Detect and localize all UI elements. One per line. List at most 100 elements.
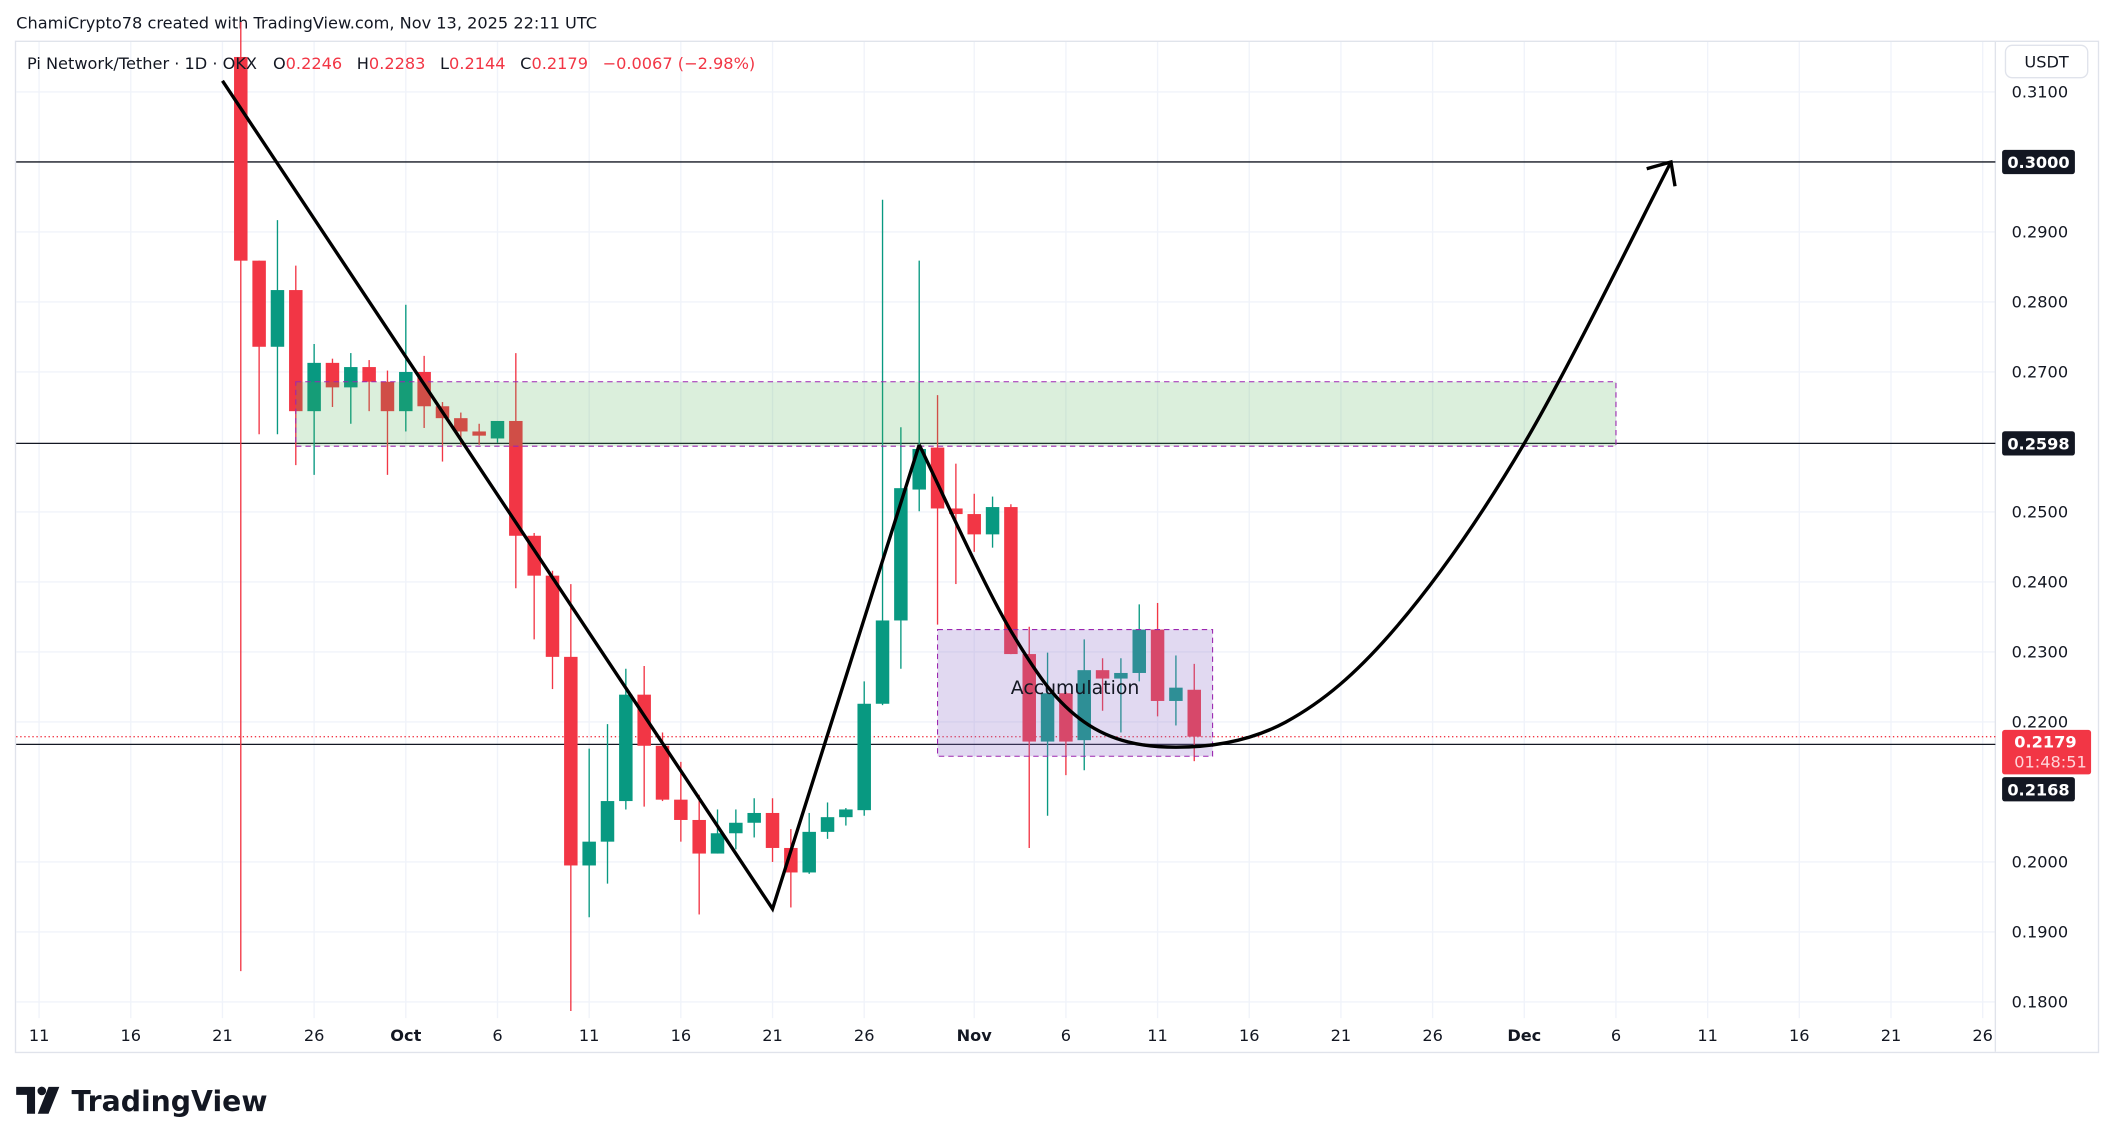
candle-body xyxy=(985,507,1000,535)
time-tick-label: 21 xyxy=(1331,1026,1352,1045)
low-label: L xyxy=(440,54,449,73)
price-tick-label: 0.2800 xyxy=(2012,292,2069,311)
price-tick-label: 0.2200 xyxy=(2012,712,2069,731)
candle-body xyxy=(545,575,560,657)
time-tick-label: 21 xyxy=(762,1026,783,1045)
time-tick-label: 6 xyxy=(1611,1026,1621,1045)
arrow-head-icon xyxy=(1646,159,1677,187)
candle-body xyxy=(839,809,853,818)
projection-curve xyxy=(917,161,1673,749)
time-tick-label: 16 xyxy=(1239,1026,1260,1045)
candle-body xyxy=(454,418,468,432)
candle-body xyxy=(564,656,578,866)
candle-body xyxy=(600,801,615,842)
currency-button[interactable]: USDT xyxy=(2004,44,2089,79)
price-tick-label: 0.3100 xyxy=(2012,82,2069,101)
candle-body xyxy=(692,819,706,854)
candle-body xyxy=(582,841,596,866)
time-tick-label: 21 xyxy=(212,1026,233,1045)
candle-body xyxy=(655,745,670,800)
candle-body xyxy=(875,620,890,704)
logo-text: TradingView xyxy=(71,1085,267,1118)
close-value: 0.2179 xyxy=(531,54,588,73)
time-tick-label: 26 xyxy=(854,1026,875,1045)
price-tick-label: 0.2000 xyxy=(2012,852,2069,871)
drawings xyxy=(221,79,1677,913)
candle-body xyxy=(289,290,303,412)
candle-body xyxy=(490,420,505,439)
time-tick-label: Dec xyxy=(1507,1026,1541,1045)
close-label: C xyxy=(520,54,531,73)
price-tick-label: 0.1800 xyxy=(2012,992,2069,1011)
candle-body xyxy=(637,694,651,746)
symbol-title: Pi Network/Tether · 1D · OKX xyxy=(27,54,257,73)
candle-body xyxy=(802,831,816,873)
time-tick-label: 16 xyxy=(671,1026,692,1045)
candle-body xyxy=(1169,687,1183,701)
time-tick-label: 16 xyxy=(120,1026,141,1045)
candle-body xyxy=(307,362,321,412)
zones xyxy=(295,381,1617,757)
price-tick-label: 0.2300 xyxy=(2012,642,2069,661)
price-level-label: 0.2598 xyxy=(2007,434,2069,453)
candle-body xyxy=(1150,629,1165,701)
time-tick-label: 11 xyxy=(29,1026,50,1045)
candle-body xyxy=(619,694,633,802)
price-axis[interactable]: 0.3100 0.2900 0.2800 0.2700 0.2500 0.2400 0.23… xyxy=(2002,82,2092,1011)
open-value: 0.2246 xyxy=(286,54,343,73)
accumulation-box xyxy=(937,629,1214,757)
candle-body xyxy=(509,420,523,536)
price-tick-label: 0.2900 xyxy=(2012,222,2069,241)
price-tick-label: 0.2500 xyxy=(2012,502,2069,521)
candle-body xyxy=(674,799,688,820)
price-tick-label: 0.2400 xyxy=(2012,572,2069,591)
price-level-badge xyxy=(2002,431,2075,456)
high-label: H xyxy=(357,54,369,73)
candle-body xyxy=(1187,689,1201,737)
time-tick-label: 6 xyxy=(1061,1026,1071,1045)
price-level-badge xyxy=(2002,777,2075,802)
accumulation-label: Accumulation xyxy=(1011,677,1140,699)
high-value: 0.2283 xyxy=(369,54,426,73)
candle-body xyxy=(234,56,248,261)
time-tick-label: 26 xyxy=(1972,1026,1993,1045)
time-tick-label: 6 xyxy=(492,1026,502,1045)
time-tick-label: 11 xyxy=(1697,1026,1718,1045)
candle-body xyxy=(710,833,725,854)
candle-body xyxy=(472,431,486,436)
grid xyxy=(16,41,1997,1052)
candle-body xyxy=(1132,629,1146,673)
candle-body xyxy=(930,447,945,509)
svg-text:Pi Network/Tether · 1D · OKX: Pi Network/Tether · 1D · OKX O0.2246 H0.… xyxy=(27,54,755,73)
time-tick-label: 21 xyxy=(1881,1026,1902,1045)
open-label: O xyxy=(273,54,286,73)
time-axis[interactable]: 11 16 21 26 Oct 6 11 16 21 26 Nov 6 11 16 21 26 Dec 6 11 16… xyxy=(29,1026,1993,1045)
last-price-label: 0.2179 xyxy=(2014,732,2076,751)
price-level-badge xyxy=(2002,149,2075,175)
tradingview-logo-icon xyxy=(16,1086,60,1114)
low-value: 0.2144 xyxy=(449,54,506,73)
zigzag-trend-line xyxy=(221,79,921,913)
candle-body xyxy=(729,822,743,834)
time-tick-label: Nov xyxy=(957,1026,993,1045)
candle-body xyxy=(949,508,963,515)
price-level-label: 0.2168 xyxy=(2007,780,2069,799)
currency-label: USDT xyxy=(2024,53,2069,72)
price-tick-label: 0.2700 xyxy=(2012,362,2069,381)
time-tick-label: 11 xyxy=(579,1026,600,1045)
candle-body xyxy=(1114,672,1128,679)
time-tick-label: 16 xyxy=(1789,1026,1810,1045)
candle-body xyxy=(270,290,285,347)
candle-body xyxy=(362,367,376,382)
candle-body xyxy=(1022,654,1036,742)
candle-body xyxy=(765,812,780,848)
chart-frame xyxy=(14,40,2100,1054)
price-tick-label: 0.1900 xyxy=(2012,922,2069,941)
candle-body xyxy=(1040,693,1055,742)
green-zone-rect xyxy=(295,381,1617,447)
tradingview-logo[interactable]: TradingView xyxy=(16,1085,268,1118)
candle-body xyxy=(380,381,395,412)
time-tick-label: 26 xyxy=(1422,1026,1443,1045)
